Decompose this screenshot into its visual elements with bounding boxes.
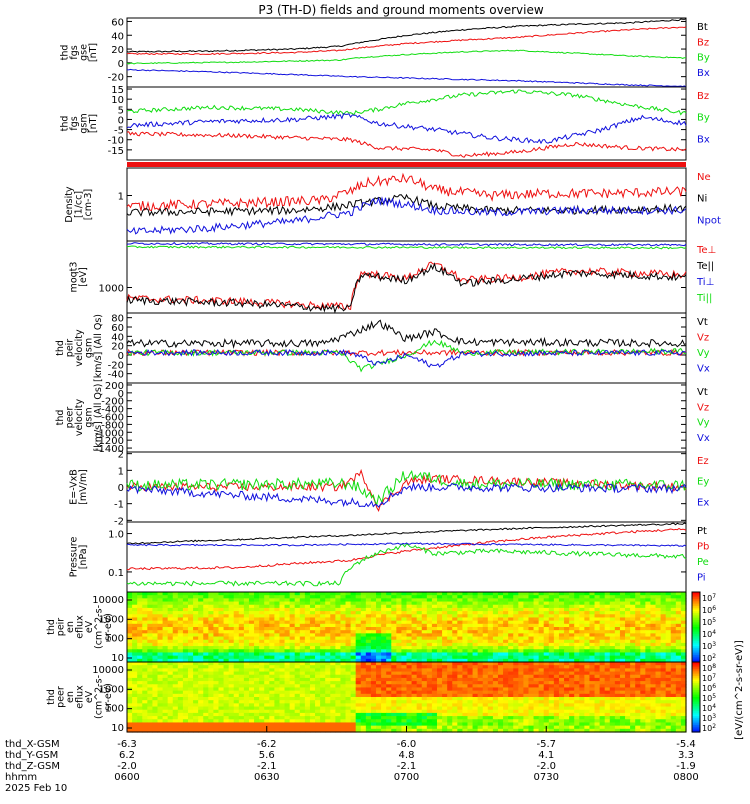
colorbar-tick-label: 103 bbox=[702, 641, 716, 651]
legend-entry-Pi: Pi bbox=[697, 573, 706, 584]
ytick-label: 10000 bbox=[92, 595, 124, 606]
series-line-Te⊥ bbox=[127, 262, 686, 309]
legend-entry-Bz: Bz bbox=[697, 91, 709, 102]
legend-entry-Vx: Vx bbox=[697, 433, 710, 444]
ytick-label: 40 bbox=[111, 31, 124, 42]
ytick-label: 10 bbox=[111, 653, 124, 664]
legend-entry-Npot: Npot bbox=[697, 215, 721, 226]
panel-ylabel: [km/s] (All Qs) bbox=[93, 314, 104, 382]
panel-separator-bar bbox=[127, 162, 686, 167]
series-line-Ez bbox=[127, 471, 686, 511]
series-line-Pe bbox=[127, 544, 686, 586]
series-line-Ti|| bbox=[127, 246, 686, 249]
series-line-Bz bbox=[127, 27, 686, 55]
series-line-Bx bbox=[127, 69, 686, 86]
panel-ylabel: [nPa] bbox=[78, 545, 89, 570]
series-line-Vt bbox=[127, 320, 686, 347]
legend-entry-Vy: Vy bbox=[697, 418, 710, 429]
panel-frame-temperature bbox=[127, 241, 686, 313]
ytick-label: -1 bbox=[114, 500, 124, 511]
legend-entry-Ez: Ez bbox=[697, 456, 709, 467]
panel-frame-peir-velocity bbox=[127, 313, 686, 383]
legend-entry-Vy: Vy bbox=[697, 348, 710, 359]
series-line-Ti⊥ bbox=[127, 243, 686, 246]
legend-entry-Ey: Ey bbox=[697, 477, 709, 488]
panel-frame-fgs-gsm bbox=[127, 87, 686, 160]
legend-entry-Bx: Bx bbox=[697, 68, 710, 79]
series-line-Bt bbox=[127, 19, 686, 53]
panel-frame-fgs-gse bbox=[127, 18, 686, 87]
legend-entry-Vz: Vz bbox=[697, 333, 709, 344]
ytick-label: -20 bbox=[108, 73, 124, 84]
chart-title: P3 (TH-D) fields and ground moments over… bbox=[258, 3, 543, 17]
ytick-label: -40 bbox=[108, 370, 124, 381]
ytick-label: 1 bbox=[118, 191, 124, 202]
ytick-label: 2 bbox=[118, 450, 124, 461]
ytick-label: -2 bbox=[114, 516, 124, 527]
series-line-Vx bbox=[127, 350, 686, 367]
legend-entry-Bx: Bx bbox=[697, 134, 710, 145]
ytick-label: 100 bbox=[105, 634, 124, 645]
panel-ylabel: [nT] bbox=[88, 114, 99, 133]
legend-entry-Ex: Ex bbox=[697, 497, 709, 508]
panel-ylabel: [nT] bbox=[88, 43, 99, 62]
ytick-label: -15 bbox=[108, 146, 124, 157]
series-line-Ex bbox=[127, 483, 686, 507]
series-line-Pb bbox=[127, 529, 686, 570]
ytick-label: 0 bbox=[118, 59, 124, 70]
legend-entry-Vt: Vt bbox=[697, 387, 708, 398]
legend-entry-Pb: Pb bbox=[697, 542, 709, 553]
legend-entry-Ni: Ni bbox=[697, 194, 707, 205]
panel-ylabel: [cm-3] bbox=[83, 189, 94, 220]
series-line-Bx bbox=[127, 114, 686, 144]
ytick-label: 1 bbox=[118, 466, 124, 477]
legend-entry-By: By bbox=[697, 53, 710, 64]
legend-entry-Vx: Vx bbox=[697, 364, 710, 375]
legend-entry-Ti||: Ti|| bbox=[696, 293, 712, 304]
legend-entry-Pe: Pe bbox=[697, 557, 709, 568]
colorbar-tick-label: 105 bbox=[702, 617, 716, 627]
ytick-label: 1000 bbox=[99, 284, 124, 295]
legend-entry-Vz: Vz bbox=[697, 402, 709, 413]
ytick-label: 20 bbox=[111, 45, 124, 56]
colorbar-tick-label: 106 bbox=[702, 605, 716, 615]
legend-entry-Ne: Ne bbox=[697, 172, 711, 183]
legend-entry-Te||: Te|| bbox=[696, 261, 714, 272]
ytick-label: 1.0 bbox=[108, 530, 124, 541]
series-line-By bbox=[127, 50, 686, 64]
ytick-label: 1000 bbox=[99, 614, 124, 625]
series-line-By bbox=[127, 90, 686, 115]
ytick-label: 0 bbox=[118, 483, 124, 494]
series-line-Te|| bbox=[127, 264, 686, 312]
legend-entry-Bt: Bt bbox=[697, 22, 708, 33]
panel-frame-efield bbox=[127, 452, 686, 522]
legend-entry-Ti⊥: Ti⊥ bbox=[696, 277, 714, 288]
colorbar-tick-label: 104 bbox=[702, 629, 716, 639]
legend-entry-Te⊥: Te⊥ bbox=[696, 245, 716, 256]
series-line-Npot bbox=[127, 198, 686, 234]
panel-ylabel: [eV] bbox=[78, 267, 89, 287]
panel-frame-peer-velocity bbox=[127, 383, 686, 452]
colorbar-tick-label: 102 bbox=[702, 653, 716, 663]
colorbar-tick-label: 107 bbox=[702, 593, 716, 603]
ytick-label: 0.1 bbox=[108, 568, 124, 579]
panel-ylabel: [mV/m] bbox=[78, 469, 89, 505]
series-line-Bz bbox=[127, 132, 686, 158]
legend-entry-Vt: Vt bbox=[697, 317, 708, 328]
legend-entry-Pt: Pt bbox=[697, 526, 707, 537]
legend-entry-By: By bbox=[697, 113, 710, 124]
ytick-label: 60 bbox=[111, 17, 124, 28]
legend-entry-Bz: Bz bbox=[697, 37, 709, 48]
